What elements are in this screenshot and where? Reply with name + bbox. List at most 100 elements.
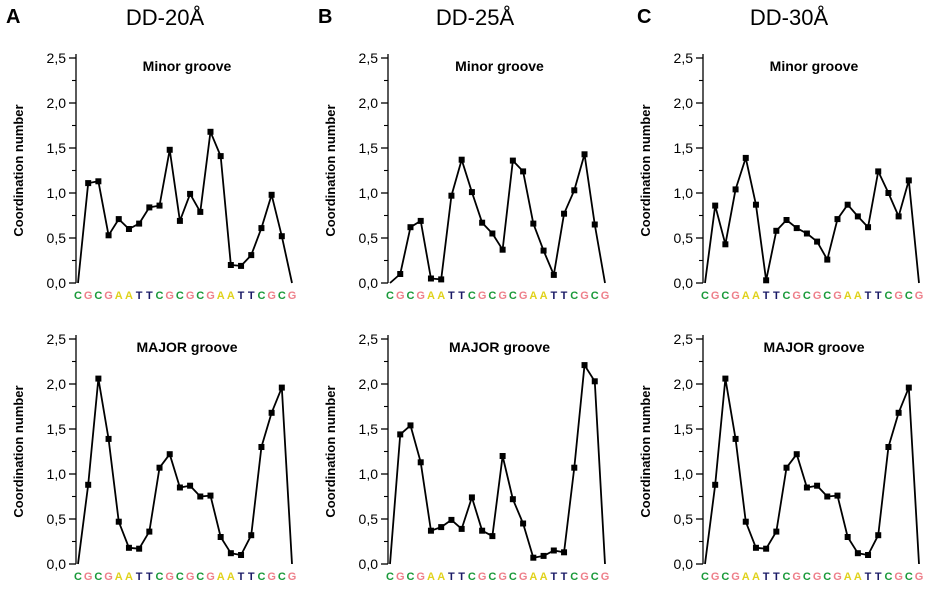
x-tick-label: G	[894, 571, 903, 583]
x-tick-label: A	[752, 290, 760, 302]
x-tick-label: T	[763, 571, 770, 583]
x-tick-label: A	[844, 571, 852, 583]
x-tick-label: A	[125, 290, 133, 302]
x-tick-label: G	[833, 571, 842, 583]
x-tick-label: C	[74, 571, 82, 583]
x-tick-label: C	[94, 290, 102, 302]
x-tick-label: A	[115, 571, 123, 583]
x-tick-label: G	[601, 290, 610, 302]
x-tick-label: A	[752, 571, 760, 583]
y-tick-label: 2,5	[359, 331, 379, 347]
x-tick-label: C	[721, 571, 729, 583]
x-tick-label: C	[278, 290, 286, 302]
plot-title: MAJOR groove	[449, 339, 550, 355]
data-point	[561, 210, 568, 217]
y-tick-label: 0,0	[674, 275, 694, 291]
y-tick-label: 2,0	[674, 376, 694, 392]
data-point	[824, 256, 831, 263]
y-tick-label: 0,5	[674, 230, 694, 246]
data-point	[217, 534, 224, 540]
series-line	[389, 364, 606, 565]
y-tick-label: 2,0	[674, 95, 694, 111]
y-tick-label: 1,5	[47, 140, 67, 156]
data-point	[834, 492, 841, 499]
x-tick-label: G	[833, 290, 842, 302]
x-tick-label: T	[458, 290, 465, 302]
data-point	[824, 493, 831, 500]
x-tick-label: G	[915, 290, 924, 302]
x-tick-label: C	[803, 571, 811, 583]
data-point	[732, 435, 739, 442]
y-tick-label: 2,0	[359, 376, 379, 392]
x-tick-label: G	[519, 571, 528, 583]
data-point	[397, 271, 404, 277]
data-point	[187, 482, 194, 489]
data-point	[427, 275, 434, 282]
column-title-c: DD-30Å	[750, 5, 829, 30]
x-tick-label: T	[448, 571, 455, 583]
y-tick-label: 1,0	[47, 185, 67, 201]
y-tick-label: 2,0	[359, 95, 379, 111]
data-point	[146, 528, 153, 535]
x-tick-label: C	[257, 571, 265, 583]
x-tick-label: G	[711, 571, 720, 583]
x-tick-label: A	[742, 290, 750, 302]
x-tick-label: G	[267, 290, 276, 302]
data-point	[712, 481, 719, 488]
data-point	[834, 216, 841, 223]
data-point	[468, 494, 475, 501]
x-tick-label: G	[478, 571, 487, 583]
plot-title: MAJOR groove	[763, 339, 864, 355]
x-tick-label: A	[437, 571, 445, 583]
data-point	[187, 190, 194, 197]
x-tick-label: T	[248, 290, 255, 302]
x-tick-label: A	[427, 571, 435, 583]
data-point	[895, 409, 902, 416]
y-tick-label: 0,5	[359, 230, 379, 246]
y-tick-label: 0,5	[359, 511, 379, 527]
data-point	[571, 187, 578, 194]
data-point	[773, 528, 780, 535]
data-point	[509, 157, 516, 164]
data-point	[156, 464, 163, 471]
x-tick-label: G	[731, 290, 740, 302]
x-tick-label: G	[580, 290, 589, 302]
panel-letter-a: A	[6, 6, 20, 28]
data-point	[95, 375, 102, 382]
x-tick-label: G	[416, 571, 425, 583]
y-tick-label: 0,5	[47, 511, 67, 527]
data-point	[520, 520, 527, 527]
x-tick-label: C	[386, 290, 394, 302]
x-tick-label: T	[146, 290, 153, 302]
x-tick-label: G	[288, 290, 297, 302]
x-tick-label: C	[701, 290, 709, 302]
x-tick-label: T	[875, 571, 882, 583]
x-tick-label: T	[561, 571, 568, 583]
y-tick-label: 1,0	[359, 185, 379, 201]
data-point	[561, 549, 568, 556]
data-point	[95, 178, 102, 185]
data-point	[591, 378, 598, 385]
data-point	[732, 186, 739, 193]
plot-title: Minor groove	[770, 58, 859, 74]
y-tick-label: 1,0	[359, 466, 379, 482]
x-tick-label: G	[416, 290, 425, 302]
data-point	[895, 213, 902, 220]
panel-letter-b: B	[318, 6, 332, 28]
x-tick-label: C	[386, 571, 394, 583]
data-point	[85, 481, 92, 488]
y-tick-label: 1,5	[359, 421, 379, 437]
data-point	[499, 246, 506, 253]
x-tick-label: G	[165, 290, 174, 302]
y-axis-label: Coordination number	[323, 104, 338, 236]
data-point	[115, 518, 122, 525]
y-axis-label: Coordination number	[11, 385, 26, 517]
x-tick-label: A	[854, 571, 862, 583]
data-point	[146, 204, 153, 211]
data-point	[248, 252, 255, 259]
x-tick-label: T	[458, 571, 465, 583]
x-tick-label: A	[437, 290, 445, 302]
x-tick-label: A	[529, 571, 537, 583]
data-point	[875, 532, 882, 539]
